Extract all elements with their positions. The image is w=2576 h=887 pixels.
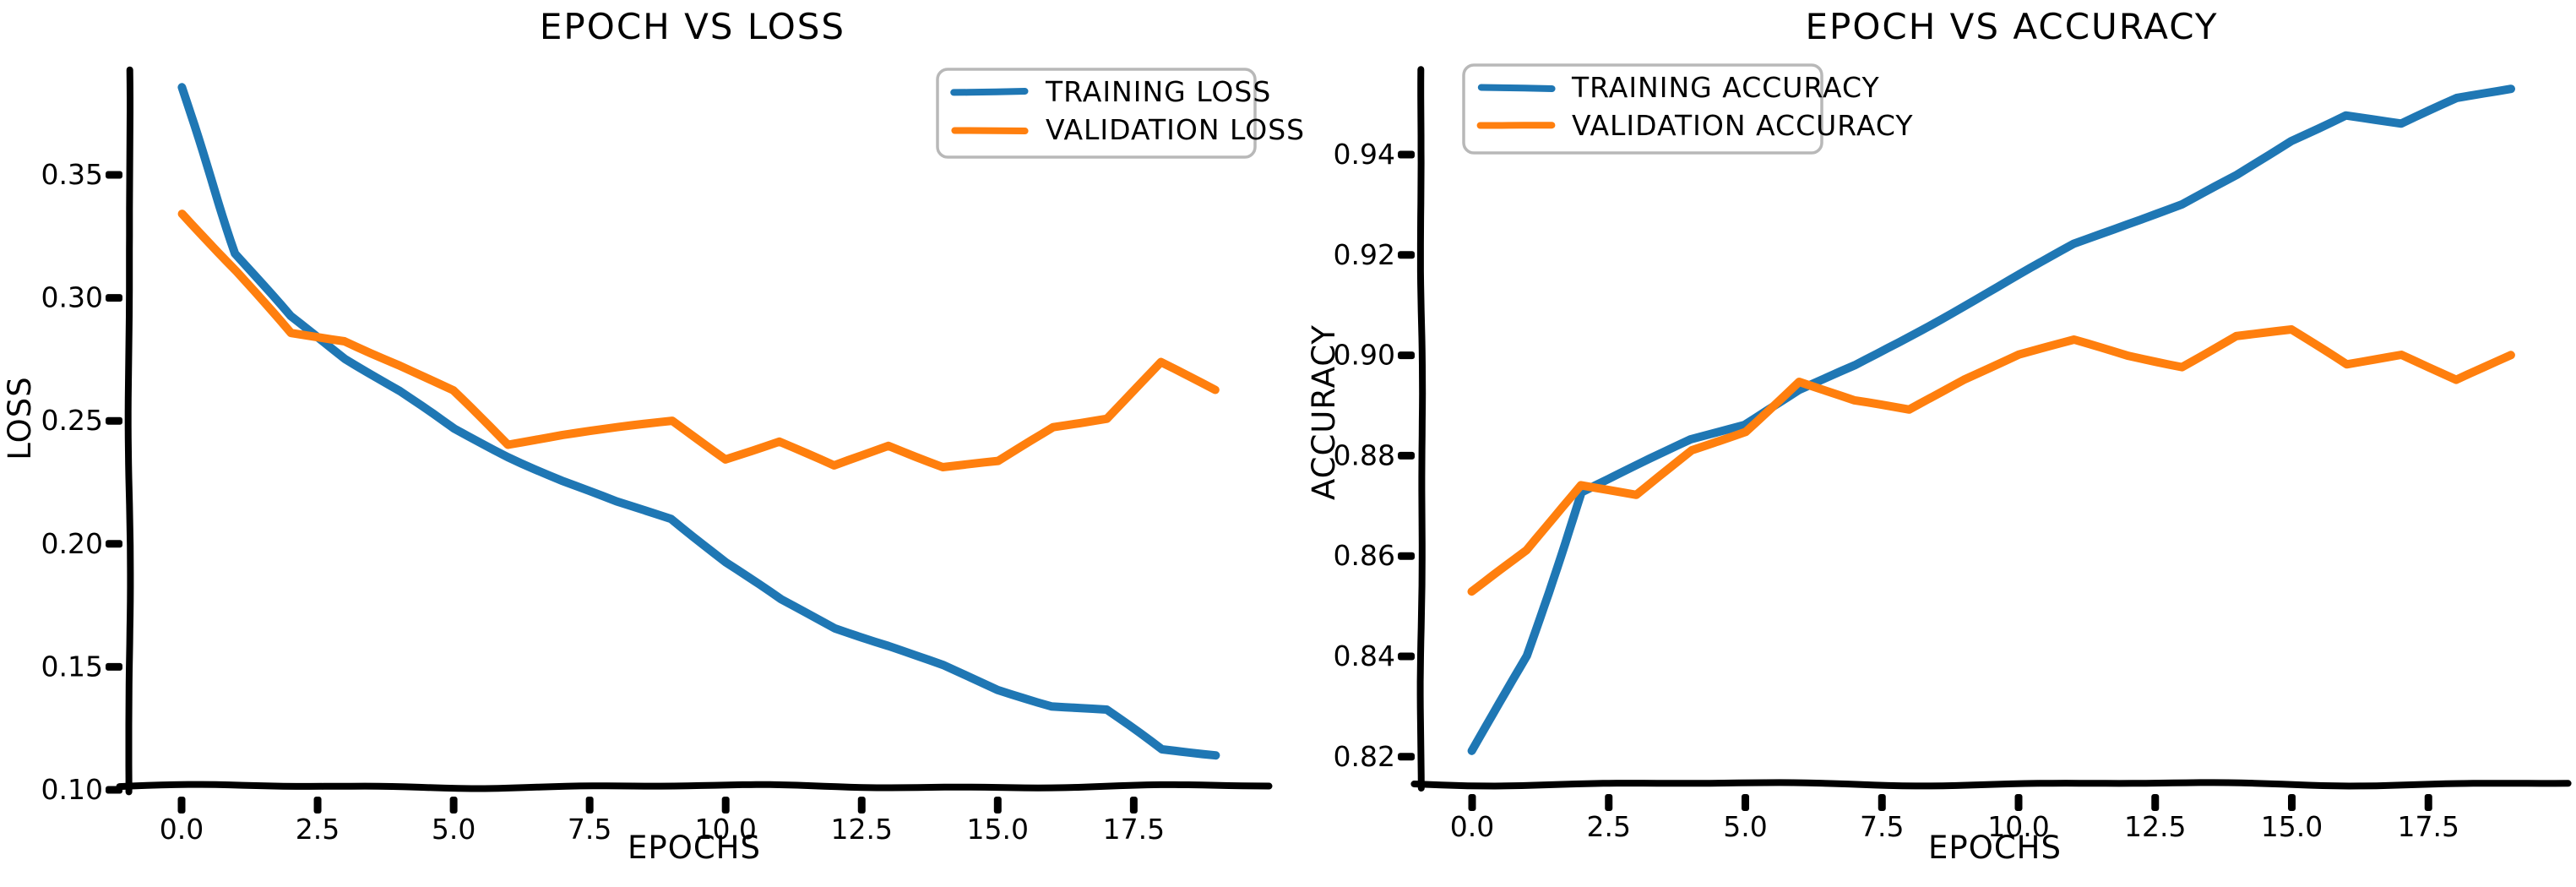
validation-series-line — [1467, 325, 2515, 596]
x-tick-label: 2.5 — [1587, 810, 1631, 843]
y-tick-mark — [106, 662, 122, 671]
x-tick-mark — [1605, 794, 1613, 811]
legend-line-sample — [951, 127, 1029, 134]
legend-line-sample — [950, 88, 1029, 96]
chart-loss: 0.35 0.30 0.25 0.20 0.15 0.10 0.0 2.5 5.0 7.5 10.0… — [2, 6, 1305, 866]
x-tick-label: 5.0 — [1723, 810, 1767, 843]
x-tick-mark — [1742, 794, 1749, 811]
x-tick-mark — [1468, 794, 1476, 811]
chart-title: EPOCH VS LOSS — [540, 6, 845, 47]
y-axis-spine — [1416, 66, 1427, 792]
legend: TRAINING LOSS VALIDATION LOSS — [936, 68, 1305, 159]
x-tick-mark — [2151, 794, 2160, 811]
y-tick-label: 0.15 — [41, 650, 103, 683]
x-axis-label: EPOCHS — [628, 830, 761, 866]
legend-label: VALIDATION ACCURACY — [1572, 109, 1913, 142]
y-tick-mark — [1398, 753, 1415, 761]
y-tick-mark — [1398, 451, 1415, 460]
x-tick-mark — [721, 797, 730, 814]
x-tick-mark — [177, 797, 186, 814]
x-tick-mark — [1129, 797, 1138, 814]
y-tick-label: 0.35 — [41, 158, 103, 191]
y-tick-mark — [1398, 351, 1415, 360]
x-tick-mark — [313, 797, 322, 814]
y-tick-mark — [1398, 552, 1415, 560]
x-tick-label: 0.0 — [160, 813, 204, 846]
chart-title: EPOCH VS ACCURACY — [1805, 6, 2218, 47]
y-tick-label: 0.84 — [1334, 639, 1395, 672]
x-tick-label: 5.0 — [432, 813, 476, 846]
y-tick-label: 0.94 — [1334, 138, 1395, 171]
x-tick-label: 7.5 — [1860, 810, 1904, 843]
x-tick-label: 15.0 — [967, 813, 1029, 846]
y-tick-label: 0.25 — [41, 404, 103, 437]
x-tick-label: 17.5 — [2398, 810, 2459, 843]
x-axis-label: EPOCHS — [1928, 830, 2062, 866]
x-tick-mark — [2014, 794, 2023, 811]
x-tick-label: 12.5 — [831, 813, 893, 846]
y-tick-mark — [106, 540, 122, 548]
y-axis-label: ACCURACY — [1306, 324, 1342, 500]
x-tick-mark — [993, 797, 1002, 814]
y-tick-label: 0.88 — [1334, 438, 1395, 471]
x-axis-spine — [116, 781, 1273, 792]
chart-accuracy: 0.94 0.92 0.90 0.88 0.86 0.84 0.82 0.0 2.5 5.0 7.5… — [1306, 6, 2572, 866]
y-tick-mark — [1398, 251, 1415, 259]
legend-label: TRAINING ACCURACY — [1571, 71, 1880, 104]
y-axis-spine — [124, 66, 134, 796]
x-tick-mark — [2288, 794, 2296, 811]
x-tick-label: 17.5 — [1103, 813, 1165, 846]
x-tick-label: 10.0 — [694, 813, 756, 846]
training-series-line — [1467, 84, 2515, 755]
y-tick-mark — [1398, 150, 1415, 159]
legend: TRAINING ACCURACY VALIDATION ACCURACY — [1462, 63, 1913, 155]
axes: 0.94 0.92 0.90 0.88 0.86 0.84 0.82 0.0 2.5 5.0 7.5… — [1334, 66, 2572, 843]
x-tick-label: 0.0 — [1450, 810, 1494, 843]
y-tick-label: 0.90 — [1334, 339, 1395, 372]
y-tick-label: 0.10 — [41, 773, 103, 806]
axes: 0.35 0.30 0.25 0.20 0.15 0.10 0.0 2.5 5.0 7.5 10.0… — [41, 66, 1273, 846]
y-tick-label: 0.20 — [41, 527, 103, 560]
y-tick-mark — [1398, 652, 1415, 661]
y-tick-label: 0.92 — [1334, 238, 1395, 271]
x-tick-label: 2.5 — [296, 813, 340, 846]
x-tick-label: 15.0 — [2261, 810, 2323, 843]
x-axis-spine — [1410, 779, 2572, 790]
x-tick-mark — [857, 797, 866, 814]
y-tick-mark — [106, 416, 122, 425]
x-tick-label: 7.5 — [568, 813, 611, 846]
x-tick-mark — [585, 797, 594, 814]
legend-label: VALIDATION LOSS — [1046, 113, 1305, 146]
x-tick-mark — [2424, 794, 2432, 811]
y-tick-mark — [106, 786, 122, 794]
y-tick-label: 0.30 — [41, 281, 103, 314]
y-tick-label: 0.82 — [1334, 740, 1395, 773]
x-tick-mark — [1878, 794, 1886, 811]
x-tick-label: 10.0 — [1987, 810, 2049, 843]
y-axis-label: LOSS — [2, 376, 38, 460]
y-tick-label: 0.86 — [1334, 539, 1395, 572]
y-tick-mark — [106, 294, 122, 302]
validation-series-line — [177, 210, 1220, 471]
training-series-line — [177, 83, 1220, 760]
x-tick-mark — [449, 797, 458, 814]
legend-line-sample — [1477, 84, 1556, 92]
x-tick-label: 12.5 — [2124, 810, 2186, 843]
legend-label: TRAINING LOSS — [1045, 75, 1271, 108]
y-tick-mark — [106, 171, 122, 179]
